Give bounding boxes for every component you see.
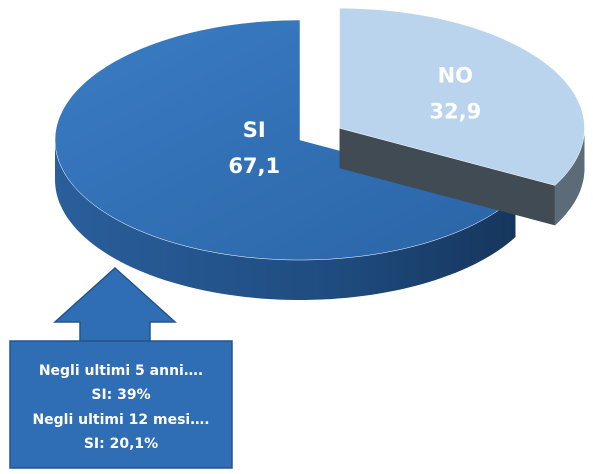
slice-wall (339, 128, 555, 226)
slice-value: 32,9 (429, 99, 481, 123)
note-line: Negli ultimi 12 mesi…. (32, 412, 209, 428)
slice-value: 67,1 (228, 154, 280, 178)
note-line: Negli ultimi 5 anni…. (39, 363, 203, 379)
callout: Negli ultimi 5 anni…. SI: 39% Negli ulti… (9, 266, 233, 469)
pie: SI 67,1 NO 32,9 (54, 7, 585, 300)
slice-label: NO (438, 63, 473, 87)
note-line: SI: 20,1% (84, 436, 158, 452)
slice-side (555, 129, 585, 226)
callout-box (9, 340, 233, 469)
note-line: SI: 39% (91, 387, 150, 403)
slice-label: SI (243, 118, 266, 142)
slice (339, 7, 585, 186)
slice-side (55, 141, 516, 300)
callout-arrow (53, 266, 177, 343)
slice (54, 19, 516, 261)
